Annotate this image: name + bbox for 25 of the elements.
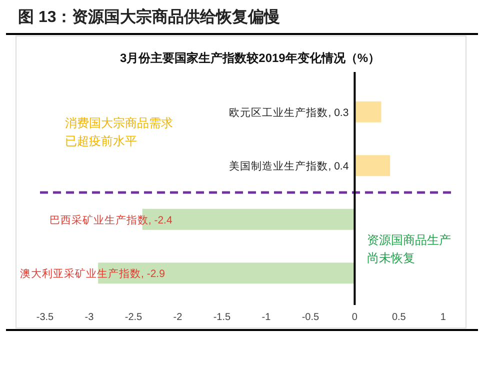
y-tick-label: 巴西采矿业生产指数: [49, 213, 148, 226]
annotation: 资源国商品生产尚未恢复: [367, 233, 451, 265]
y-tick-label: 美国制造业生产指数: [229, 160, 328, 173]
chart-title: 图 13：资源国大宗商品供给恢复偏慢: [18, 7, 280, 26]
x-tick-label: -2: [173, 312, 183, 323]
x-tick-label: -1: [262, 312, 272, 323]
x-tick-label: -2.5: [124, 312, 143, 323]
data-label: , 0.3: [328, 106, 349, 119]
bar: [98, 262, 355, 284]
bar: [354, 101, 382, 122]
y-tick-label: 欧元区工业生产指数: [229, 106, 328, 119]
x-tick-label: -1.5: [213, 312, 232, 323]
chart-subtitle: 3月份主要国家生产指数较2019年变化情况（%）: [120, 51, 380, 65]
x-tick-label: -3.5: [36, 312, 54, 323]
data-label: , 0.4: [328, 160, 349, 173]
data-label: , -2.9: [141, 268, 166, 280]
bar: [354, 155, 390, 176]
x-tick-label: -0.5: [302, 312, 320, 323]
x-tick-label: -3: [84, 312, 94, 323]
x-tick-label: 0.5: [392, 312, 406, 323]
y-tick-label: 澳大利亚采矿业生产指数: [20, 267, 141, 280]
x-tick-label: 1: [440, 312, 446, 323]
x-tick-label: 0: [352, 312, 358, 323]
annotation: 消费国大宗商品需求已超疫前水平: [65, 116, 173, 148]
data-label: , -2.4: [148, 214, 172, 226]
